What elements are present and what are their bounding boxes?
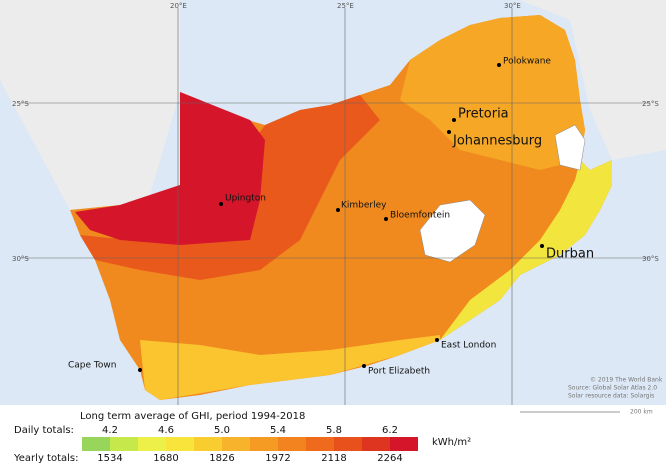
city-dot	[219, 202, 223, 206]
legend-tick-label: 5.8	[326, 425, 342, 436]
legend-swatch	[250, 437, 278, 451]
legend-swatch	[278, 437, 306, 451]
city-dot	[435, 338, 439, 342]
legend-tick-label: 1534	[97, 453, 122, 464]
credit: Solar resource data: Solargis	[568, 393, 654, 400]
legend-tick-label: 6.2	[382, 425, 398, 436]
legend-label: Yearly totals:	[13, 453, 79, 464]
legend-tick-label: 1826	[209, 453, 234, 464]
legend-tick-label: 2264	[377, 453, 402, 464]
city-dot	[362, 364, 366, 368]
legend-swatch	[362, 437, 390, 451]
credit: © 2019 The World Bank	[590, 377, 663, 384]
legend-swatch	[166, 437, 194, 451]
scale-label: 200 km	[630, 409, 653, 416]
city-dot	[384, 217, 388, 221]
region-north-west	[75, 92, 265, 245]
legend-swatch	[138, 437, 166, 451]
legend-tick-label: 1972	[265, 453, 290, 464]
city-label: Johannesburg	[452, 134, 542, 149]
eswatini	[554, 124, 586, 171]
city-label: Upington	[225, 194, 266, 204]
legend-tick-label: 5.4	[270, 425, 286, 436]
city-label: Durban	[546, 247, 594, 262]
graticule-label: 25°E	[337, 2, 354, 10]
city-label: Polokwane	[503, 57, 551, 67]
city-dot	[447, 130, 451, 134]
graticule-label: 25°S	[12, 100, 29, 108]
legend-title: Long term average of GHI, period 1994-20…	[80, 411, 305, 422]
city-label: Port Elizabeth	[368, 367, 430, 377]
graticule-label: 30°E	[504, 2, 521, 10]
legend-tick-label: 2118	[321, 453, 346, 464]
legend-tick-label: 5.0	[214, 425, 230, 436]
city-dot	[452, 118, 456, 122]
legend-tick-label: 1680	[153, 453, 178, 464]
legend-swatch	[110, 437, 138, 451]
region-east-coast	[440, 160, 612, 340]
legend-label: Daily totals:	[14, 425, 74, 436]
legend-unit: kWh/m²	[432, 437, 471, 448]
legend-swatch	[334, 437, 362, 451]
city-label: Kimberley	[341, 201, 387, 211]
legend-tick-label: 4.2	[102, 425, 118, 436]
lesotho	[419, 199, 486, 263]
legend-swatch	[194, 437, 222, 451]
legend-swatch	[306, 437, 334, 451]
credit: Source: Global Solar Atlas 2.0	[568, 385, 657, 392]
city-dot	[336, 208, 340, 212]
graticule-label: 20°E	[170, 2, 187, 10]
legend-swatch	[82, 437, 110, 451]
city-label: Bloemfontein	[390, 211, 450, 221]
city-dot	[497, 63, 501, 67]
city-dot	[540, 244, 544, 248]
graticule-label: 30°S	[642, 255, 659, 263]
graticule-label: 30°S	[12, 255, 29, 263]
region-north-east	[400, 15, 585, 170]
graticule-label: 25°S	[642, 100, 659, 108]
city-label: East London	[441, 341, 496, 351]
neighbour-land	[0, 0, 666, 210]
city-dot	[138, 368, 142, 372]
legend-tick-label: 4.6	[158, 425, 174, 436]
city-label: Cape Town	[68, 361, 116, 371]
city-label: Pretoria	[458, 107, 509, 122]
legend-swatch	[390, 437, 418, 451]
region-south-coast	[140, 335, 440, 400]
legend-swatch	[222, 437, 250, 451]
